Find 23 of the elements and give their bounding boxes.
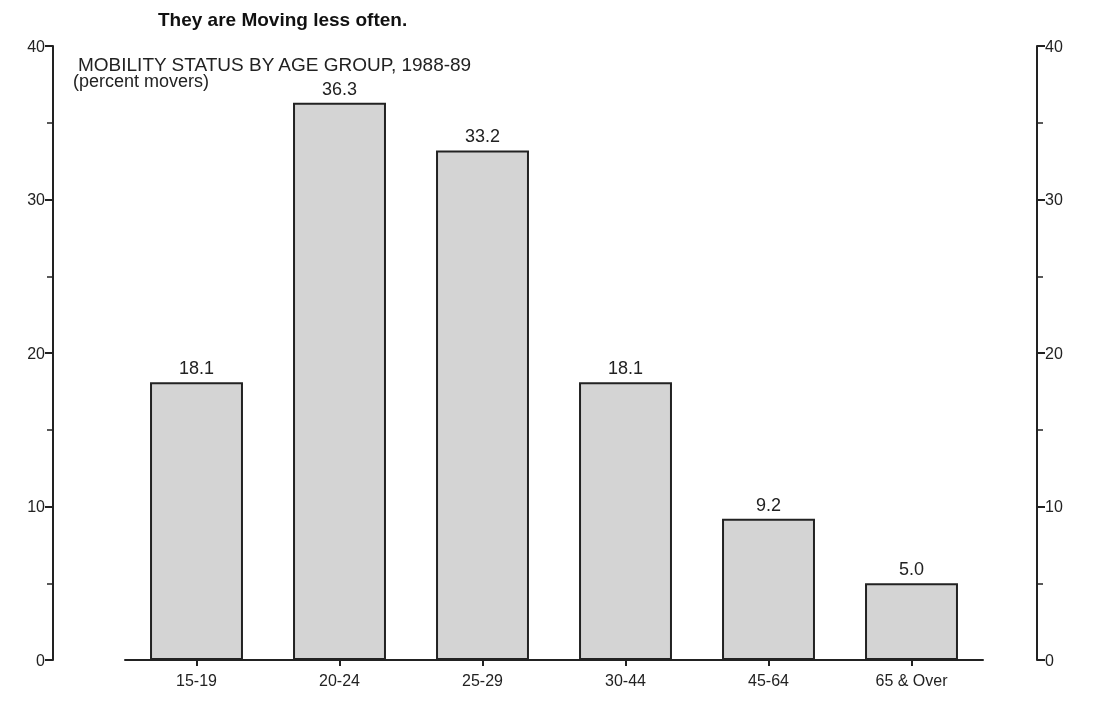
x-tick-label: 25-29 [462,671,504,689]
data-label: 18.1 [178,358,215,379]
data-label: 9.2 [755,494,782,515]
x-tick-label: 15-19 [176,671,218,689]
y2-tick-label: 0 [1045,651,1054,669]
data-label: 36.3 [321,78,358,99]
y-tick-label: 0 [36,651,46,669]
data-label: 5.0 [898,559,925,580]
x-tick-label: 65 & Over [875,671,949,689]
x-tick-label: 20-24 [319,671,361,689]
x-tick-label: 45-64 [748,671,790,689]
y2-tick-label: 40 [1045,37,1063,55]
data-label: 33.2 [464,126,501,147]
data-label: 18.1 [607,358,644,379]
y-tick-label: 10 [27,498,46,515]
text: They are Moving less often. [158,9,408,30]
x-tick-label: 30-44 [605,671,647,689]
y-tick-label: 20 [27,344,46,362]
y2-tick-label: 10 [1045,498,1063,515]
y-tick-label: 40 [27,37,46,55]
y2-tick-label: 30 [1045,191,1063,208]
y2-tick-label: 20 [1045,344,1063,362]
y-tick-label: 30 [27,191,46,208]
